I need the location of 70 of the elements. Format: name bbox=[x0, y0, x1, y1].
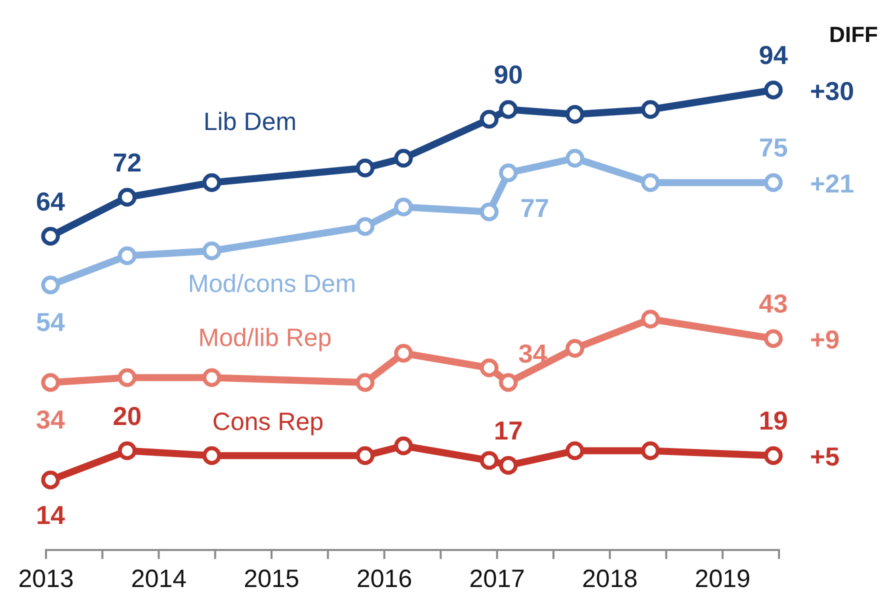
point bbox=[566, 148, 584, 168]
data-label: 20 bbox=[112, 400, 142, 431]
data-label: 19 bbox=[758, 406, 788, 436]
point bbox=[394, 148, 413, 168]
data-label: 90 bbox=[494, 60, 523, 90]
series-label: Cons Rep bbox=[212, 408, 324, 436]
x-tick-label: 2017 bbox=[469, 564, 525, 593]
data-label: 64 bbox=[36, 186, 66, 216]
point bbox=[202, 368, 222, 387]
text: +30 bbox=[810, 76, 854, 106]
data-label: 54 bbox=[36, 307, 66, 337]
x-tick-label: 2019 bbox=[694, 564, 750, 593]
point bbox=[394, 198, 413, 216]
x-tick-label: 2013 bbox=[18, 564, 74, 593]
point bbox=[41, 373, 60, 392]
point bbox=[41, 470, 60, 490]
point bbox=[641, 441, 660, 460]
point bbox=[566, 441, 584, 460]
point bbox=[641, 100, 660, 119]
point bbox=[118, 246, 137, 266]
point bbox=[356, 373, 374, 392]
point bbox=[202, 242, 222, 260]
point bbox=[394, 436, 413, 456]
point bbox=[641, 173, 660, 192]
text: +5 bbox=[810, 442, 840, 472]
point bbox=[480, 358, 499, 378]
point bbox=[118, 368, 137, 387]
point bbox=[764, 173, 783, 192]
data-label: 34 bbox=[36, 404, 66, 434]
point bbox=[41, 276, 60, 294]
point bbox=[41, 226, 60, 246]
data-label: 94 bbox=[758, 40, 788, 70]
text: DIFF bbox=[829, 22, 878, 47]
data-label: 34 bbox=[518, 338, 548, 368]
x-tick-label: 2015 bbox=[244, 564, 300, 593]
data-label: 17 bbox=[494, 415, 523, 446]
point bbox=[118, 188, 137, 207]
series-label: Mod/cons Dem bbox=[188, 270, 356, 298]
data-label: 75 bbox=[758, 132, 788, 163]
point bbox=[202, 173, 222, 192]
point bbox=[356, 217, 374, 236]
series-label: Lib Dem bbox=[203, 108, 297, 136]
point bbox=[202, 446, 222, 465]
point bbox=[394, 344, 413, 363]
series-label: Mod/lib Rep bbox=[198, 324, 332, 352]
text: +9 bbox=[810, 324, 840, 355]
text: +21 bbox=[810, 168, 854, 199]
point bbox=[641, 310, 660, 328]
point bbox=[499, 373, 518, 392]
point bbox=[356, 158, 374, 178]
x-tick-label: 2016 bbox=[356, 564, 412, 593]
point bbox=[764, 446, 783, 465]
point bbox=[566, 339, 584, 358]
point bbox=[566, 105, 584, 124]
point bbox=[764, 80, 783, 100]
x-tick-label: 2018 bbox=[582, 564, 638, 593]
point bbox=[499, 100, 518, 119]
data-label: 14 bbox=[36, 500, 66, 530]
point bbox=[764, 329, 783, 348]
point bbox=[499, 164, 518, 182]
data-label: 72 bbox=[112, 147, 142, 178]
point bbox=[480, 202, 499, 222]
data-label: 43 bbox=[758, 288, 788, 319]
data-label: 77 bbox=[520, 192, 550, 223]
point bbox=[480, 451, 499, 470]
point bbox=[118, 441, 137, 460]
point bbox=[480, 110, 499, 129]
x-tick-label: 2014 bbox=[130, 564, 187, 593]
point bbox=[499, 456, 518, 475]
point bbox=[356, 446, 374, 465]
